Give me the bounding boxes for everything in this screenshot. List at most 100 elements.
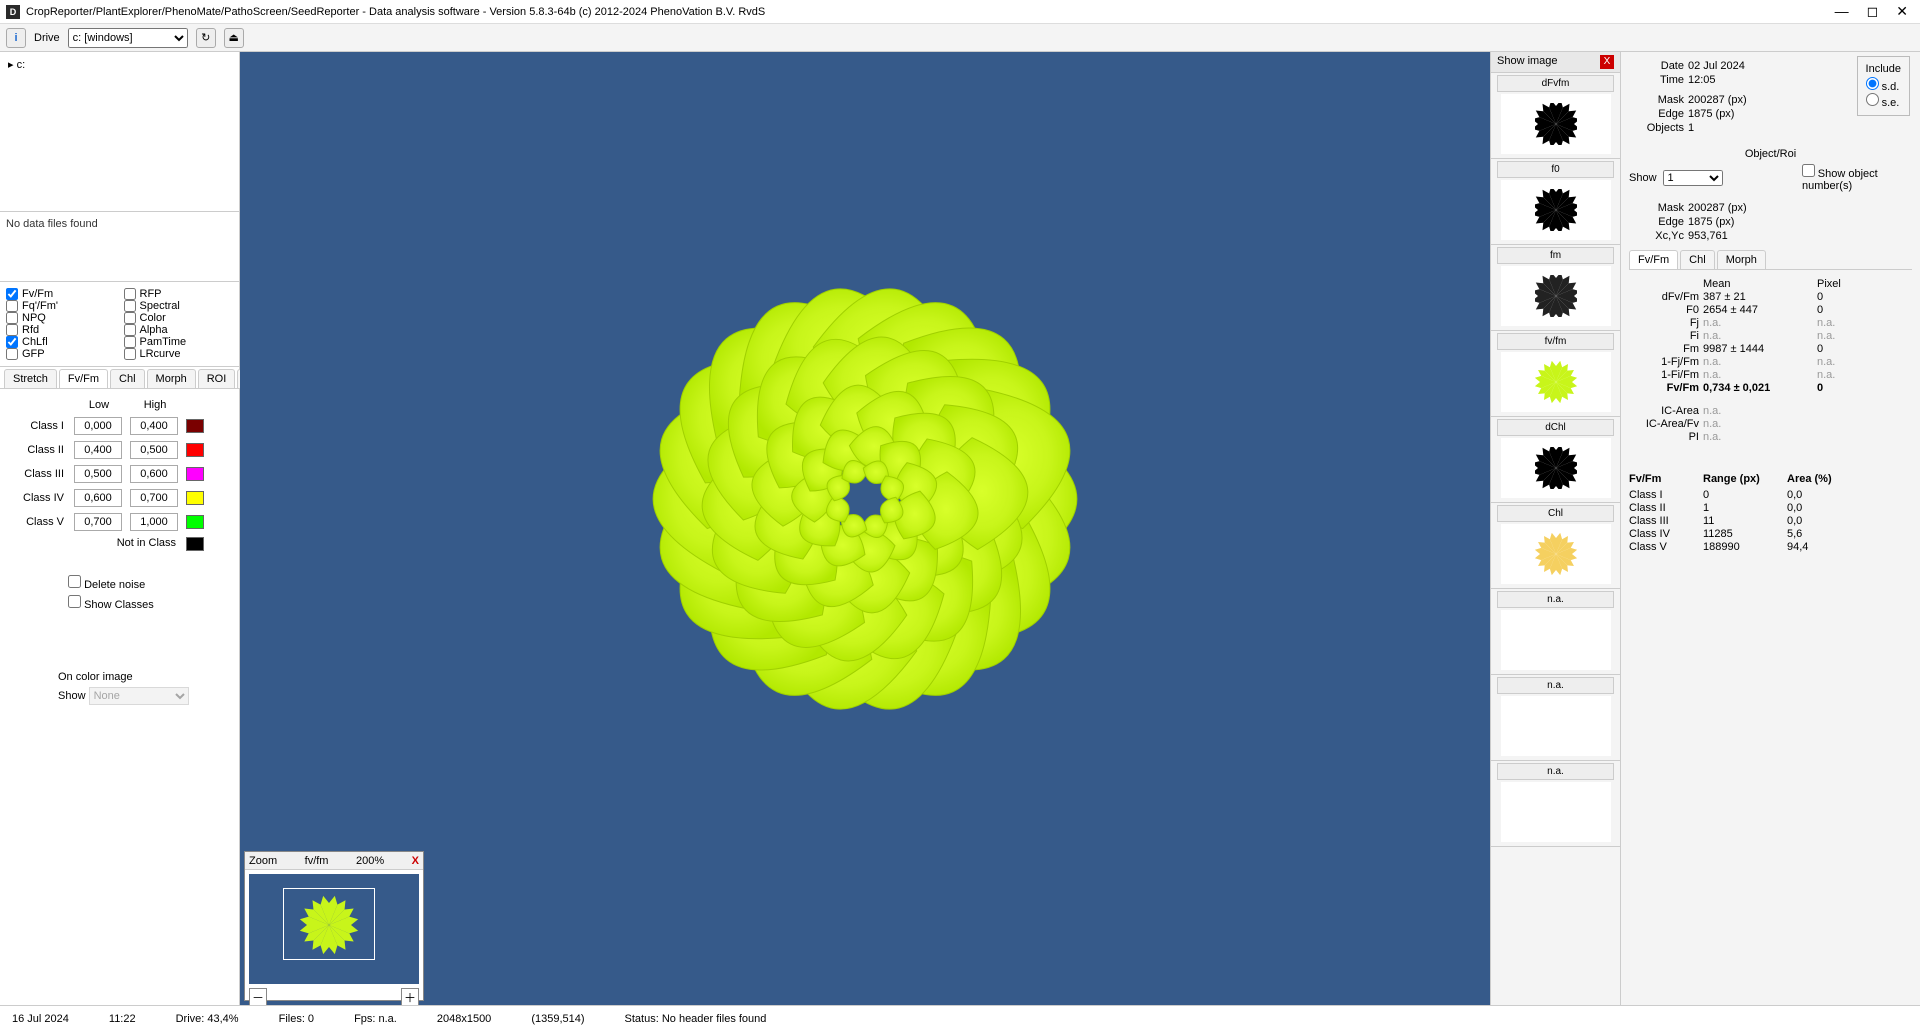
meta-mask-label: Mask (1629, 94, 1684, 106)
not-in-class-color[interactable] (186, 537, 204, 551)
zoom-plant-icon (284, 889, 374, 959)
check-rfp[interactable]: RFP (124, 288, 234, 300)
objroi-mask-value: 200287 (px) (1688, 202, 1912, 214)
zoom-out-button[interactable]: － (249, 988, 267, 1005)
classres-row: Class V18899094,4 (1629, 541, 1912, 553)
check-lrcurve[interactable]: LRcurve (124, 348, 234, 360)
class-low-input[interactable] (74, 465, 122, 483)
status-fps: Fps: n.a. (354, 1013, 397, 1025)
zoom-viewport-box[interactable] (283, 888, 375, 960)
rtab-morph[interactable]: Morph (1717, 250, 1766, 269)
thumbnail[interactable]: dFvfm (1491, 75, 1620, 159)
check-fqfm[interactable]: Fq'/Fm' (6, 300, 116, 312)
class-color-swatch[interactable] (186, 515, 204, 529)
close-button[interactable]: ✕ (1896, 3, 1908, 20)
stat-row: Fm9987 ± 14440 (1629, 343, 1912, 355)
thumb-label: dChl (1497, 419, 1614, 436)
file-tree[interactable]: ▸ c: (0, 52, 239, 212)
check-gfp[interactable]: GFP (6, 348, 116, 360)
class-high-input[interactable] (130, 465, 178, 483)
drive-select[interactable]: c: [windows] (68, 28, 188, 48)
class-low-input[interactable] (74, 417, 122, 435)
thumbnail[interactable]: fv/fm (1491, 333, 1620, 417)
color-image-select[interactable]: None (89, 687, 189, 705)
class-row: Class I (8, 417, 231, 435)
show-classes-checkbox[interactable]: Show Classes (68, 595, 231, 611)
status-drive: Drive: 43,4% (176, 1013, 239, 1025)
show-object-numbers-checkbox[interactable]: Show object number(s) (1802, 164, 1912, 192)
thumbnail[interactable]: f0 (1491, 161, 1620, 245)
class-low-input[interactable] (74, 489, 122, 507)
thumbnail[interactable]: fm (1491, 247, 1620, 331)
refresh-icon[interactable]: ↻ (196, 28, 216, 48)
check-pamtime[interactable]: PamTime (124, 336, 234, 348)
tab-stretch[interactable]: Stretch (4, 369, 57, 388)
info-icon[interactable]: i (6, 28, 26, 48)
tab-fvfm[interactable]: Fv/Fm (59, 369, 108, 388)
check-rfd[interactable]: Rfd (6, 324, 116, 336)
right-panel: Date02 Jul 2024 Time12:05 Mask200287 (px… (1620, 52, 1920, 1005)
tree-root[interactable]: ▸ c: (4, 56, 235, 73)
tab-roi[interactable]: ROI (198, 369, 236, 388)
drive-label: Drive (34, 32, 60, 44)
objroi-show-select[interactable]: 1 (1663, 170, 1723, 186)
zoom-in-button[interactable]: ＋ (401, 988, 419, 1005)
thumb-label: dFvfm (1497, 75, 1614, 92)
rtab-chl[interactable]: Chl (1680, 250, 1715, 269)
app-title: CropReporter/PlantExplorer/PhenoMate/Pat… (26, 6, 765, 18)
class-high-input[interactable] (130, 513, 178, 531)
class-header-high: High (130, 399, 180, 411)
class-low-input[interactable] (74, 513, 122, 531)
show-image-close-button[interactable]: X (1600, 55, 1614, 69)
include-sd-radio[interactable]: s.d. (1866, 81, 1900, 93)
class-high-input[interactable] (130, 417, 178, 435)
include-se-radio[interactable]: s.e. (1866, 97, 1900, 109)
thumb-image (1501, 696, 1611, 756)
thumbnail[interactable]: n.a. (1491, 763, 1620, 847)
color-image-show-label: Show (58, 690, 86, 702)
stat-row: PIn.a. (1629, 431, 1912, 443)
class-panel: Low High Class I Class II Class III Clas… (0, 389, 239, 1005)
class-label: Class V (8, 516, 68, 528)
objroi-xcyc-label: Xc,Yc (1629, 230, 1684, 242)
thumbnail[interactable]: dChl (1491, 419, 1620, 503)
classres-header-area: Area (%) (1787, 473, 1847, 485)
stat-row: 1-Fi/Fmn.a.n.a. (1629, 369, 1912, 381)
class-row: Class III (8, 465, 231, 483)
thumbnail[interactable]: n.a. (1491, 677, 1620, 761)
image-canvas[interactable]: Zoom fv/fm 200% X － ＋ (240, 52, 1490, 1005)
include-title: Include (1866, 63, 1901, 75)
class-low-input[interactable] (74, 441, 122, 459)
class-row: Class IV (8, 489, 231, 507)
maximize-button[interactable]: ◻ (1867, 3, 1879, 20)
check-npq[interactable]: NPQ (6, 312, 116, 324)
titlebar: D CropReporter/PlantExplorer/PhenoMate/P… (0, 0, 1920, 24)
toolbar: i Drive c: [windows] ↻ ⏏ (0, 24, 1920, 52)
check-color[interactable]: Color (124, 312, 234, 324)
parameter-checklist: Fv/FmFq'/Fm'NPQRfdChLflGFP RFPSpectralCo… (0, 282, 239, 367)
class-high-input[interactable] (130, 441, 178, 459)
class-color-swatch[interactable] (186, 419, 204, 433)
check-alpha[interactable]: Alpha (124, 324, 234, 336)
class-color-swatch[interactable] (186, 467, 204, 481)
rtab-fvfm[interactable]: Fv/Fm (1629, 250, 1678, 269)
check-chlfl[interactable]: ChLfl (6, 336, 116, 348)
check-fvfm[interactable]: Fv/Fm (6, 288, 116, 300)
thumb-image (1501, 524, 1611, 584)
delete-noise-checkbox[interactable]: Delete noise (68, 575, 231, 591)
thumbnail[interactable]: Chl (1491, 505, 1620, 589)
stats-header-pixel: Pixel (1817, 278, 1867, 290)
tab-morph[interactable]: Morph (147, 369, 196, 388)
minimize-button[interactable]: — (1835, 3, 1849, 20)
eject-icon[interactable]: ⏏ (224, 28, 244, 48)
status-bar: 16 Jul 2024 11:22 Drive: 43,4% Files: 0 … (0, 1005, 1920, 1031)
class-color-swatch[interactable] (186, 491, 204, 505)
thumbnail[interactable]: n.a. (1491, 591, 1620, 675)
objroi-mask-label: Mask (1629, 202, 1684, 214)
class-high-input[interactable] (130, 489, 178, 507)
tab-chl[interactable]: Chl (110, 369, 145, 388)
check-spectral[interactable]: Spectral (124, 300, 234, 312)
class-color-swatch[interactable] (186, 443, 204, 457)
zoom-preview[interactable] (249, 874, 419, 984)
zoom-close-button[interactable]: X (412, 855, 419, 867)
